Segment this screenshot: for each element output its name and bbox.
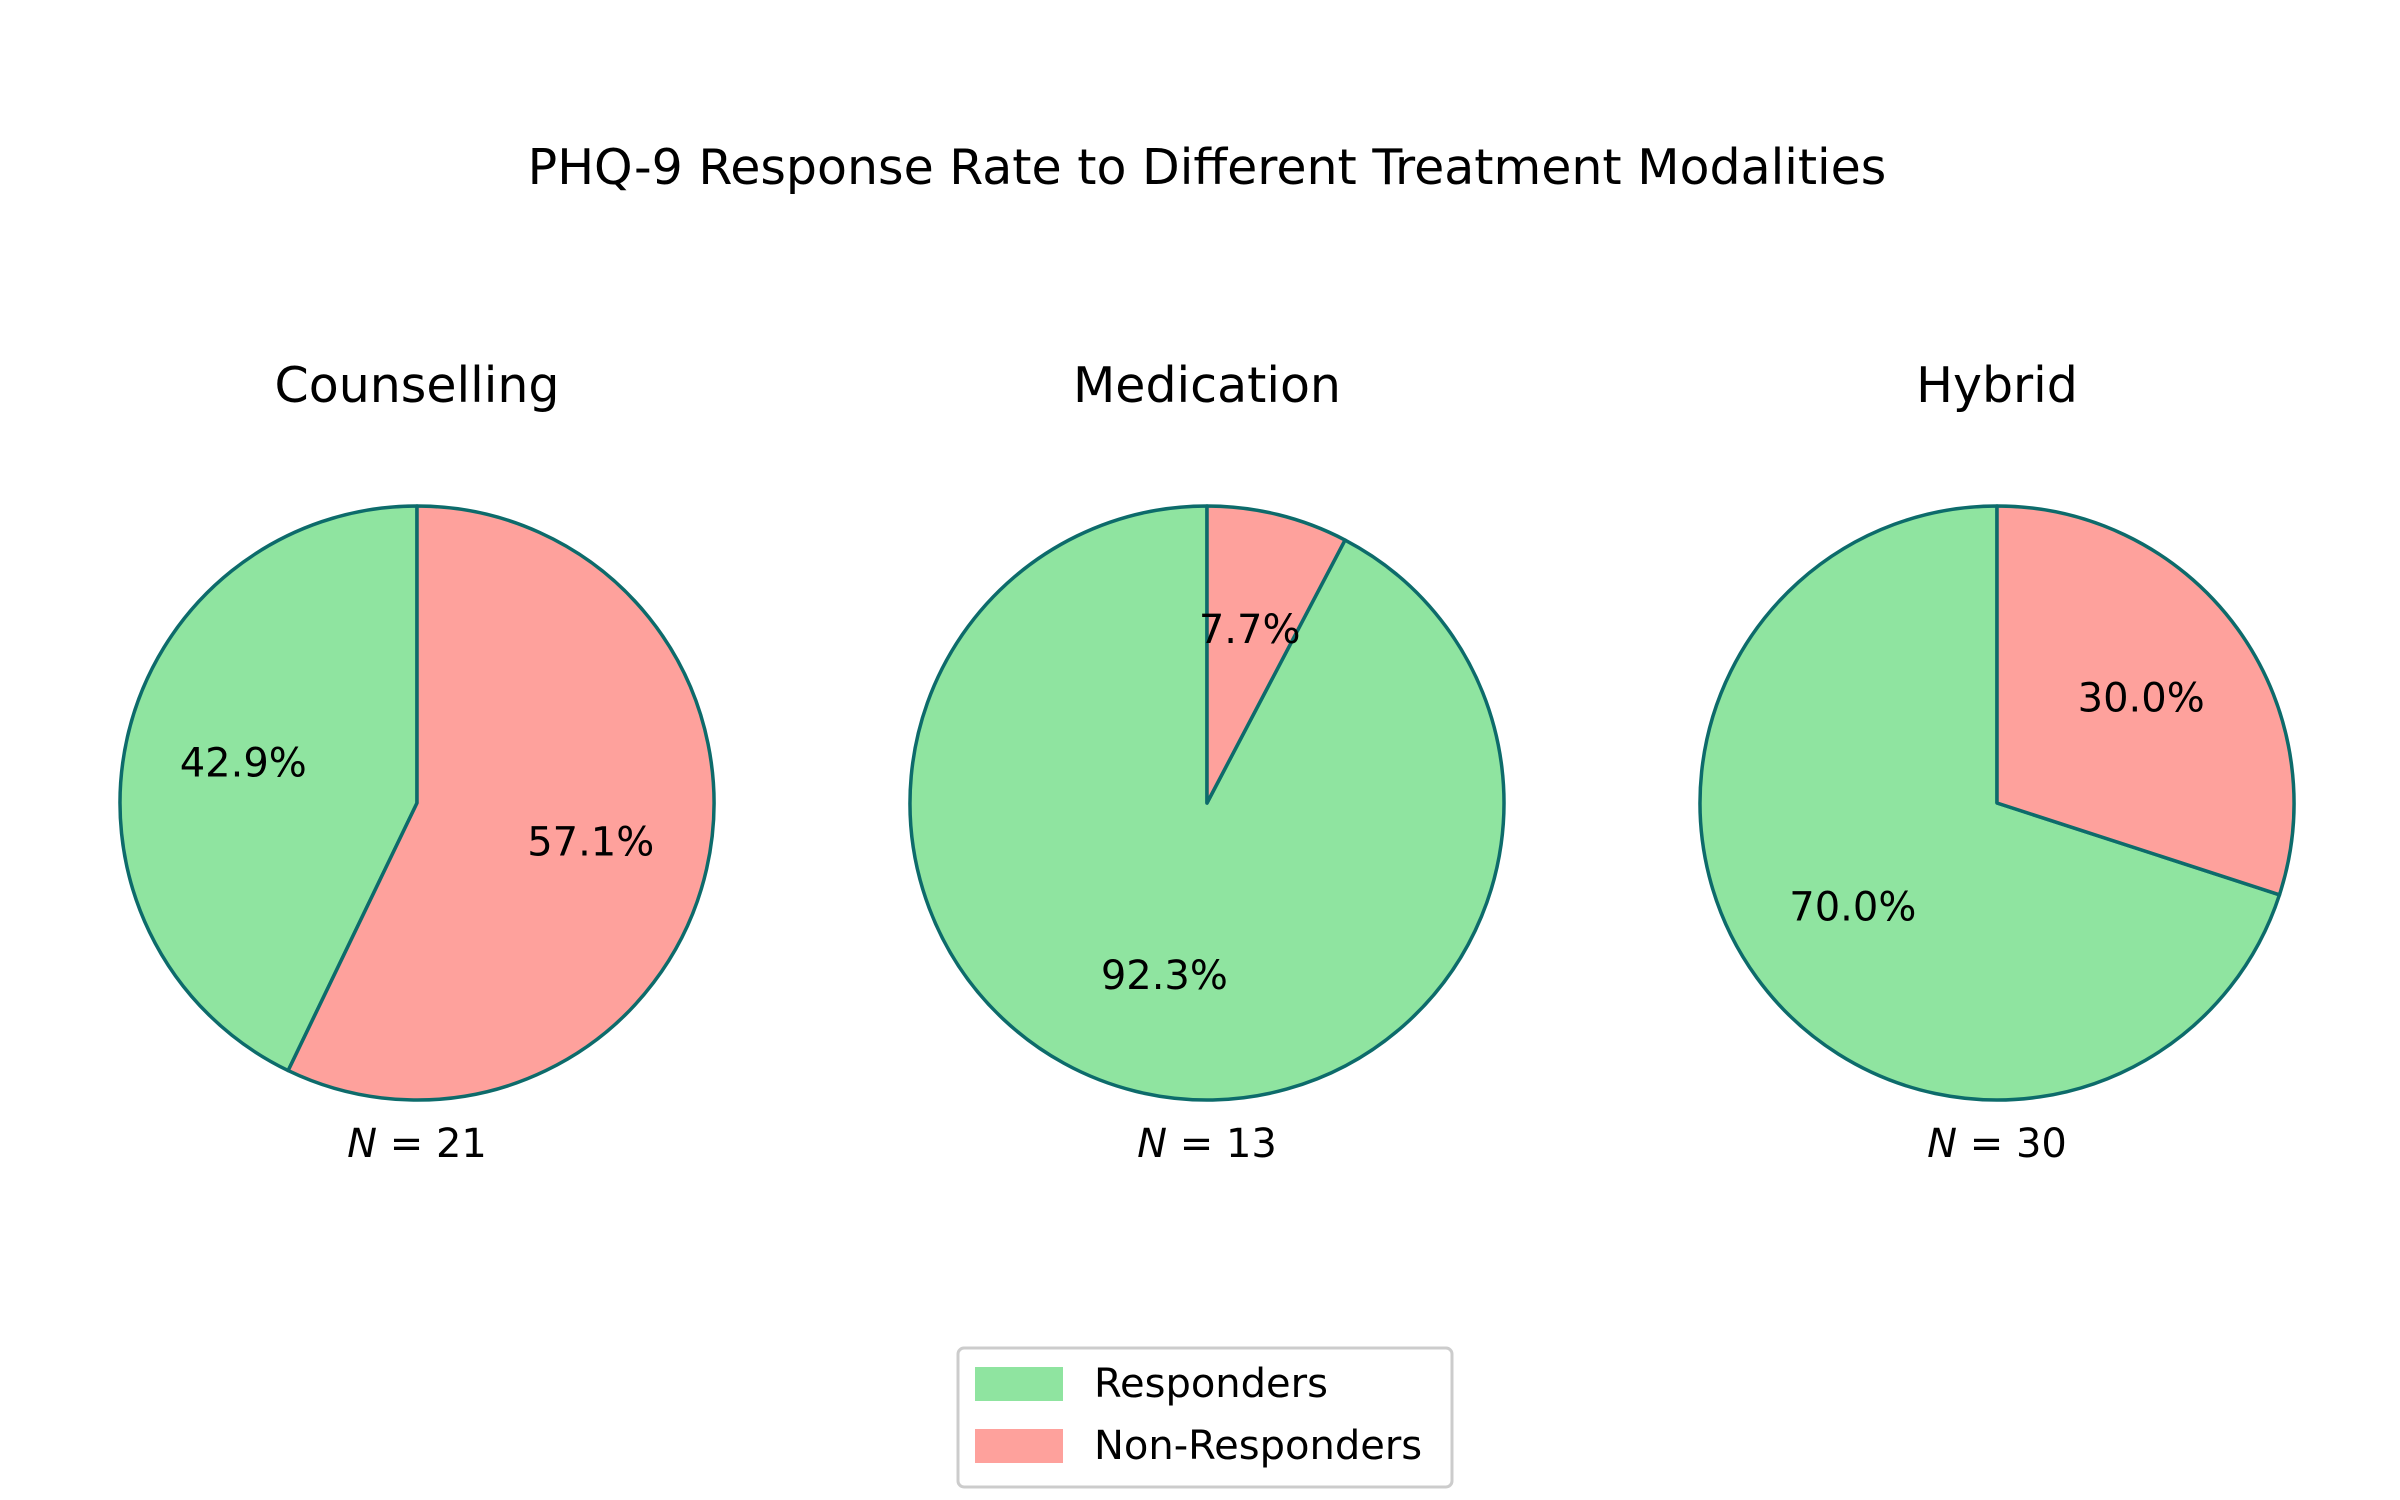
sample-size-symbol: N	[347, 1121, 377, 1167]
pie-title: Medication	[1073, 357, 1341, 414]
chart-title: PHQ-9 Response Rate to Different Treatme…	[528, 139, 1887, 196]
sample-size-equals: =	[377, 1121, 436, 1167]
sample-size-value: 13	[1226, 1121, 1277, 1167]
sample-size-label: N = 13	[1137, 1121, 1277, 1167]
pie-slice-non-responders	[1995, 504, 2296, 897]
sample-size-label: N = 21	[347, 1121, 487, 1167]
pie-medication: Medication 92.3% 7.7% N = 13	[908, 357, 1506, 1167]
legend-frame	[956, 1346, 1454, 1489]
pie-title: Counselling	[275, 357, 560, 414]
pie-percent-label: 70.0%	[1789, 885, 1916, 931]
legend-swatch	[975, 1429, 1063, 1463]
pie-percent-label: 42.9%	[180, 740, 307, 786]
sample-size-symbol: N	[1137, 1121, 1167, 1167]
pie-percent-label: 30.0%	[2078, 675, 2205, 721]
legend: Responders Non-Responders	[956, 1346, 1454, 1489]
pie-slice-non-responders	[286, 504, 716, 1102]
pie-percent-label: 57.1%	[527, 820, 654, 866]
sample-size-symbol: N	[1927, 1121, 1957, 1167]
pie-counselling: Counselling 42.9% 57.1% N = 21	[118, 357, 716, 1167]
pie-hybrid: Hybrid 70.0% 30.0% N = 30	[1698, 357, 2296, 1167]
sample-size-equals: =	[1957, 1121, 2016, 1167]
sample-size-value: 21	[436, 1121, 487, 1167]
pie-slice-responders	[1698, 504, 2282, 1102]
legend-label: Non-Responders	[1094, 1423, 1422, 1469]
pie-slice-non-responders	[1205, 504, 1347, 805]
sample-size-label: N = 30	[1927, 1121, 2067, 1167]
pies-group: Counselling 42.9% 57.1% N = 21 Medication 92.…	[118, 357, 2296, 1167]
legend-swatch	[975, 1367, 1063, 1401]
sample-size-value: 30	[2016, 1121, 2067, 1167]
pie-percent-label: 7.7%	[1199, 607, 1301, 653]
pie-slice-responders	[118, 504, 419, 1073]
pie-percent-label: 92.3%	[1101, 953, 1228, 999]
pie-title: Hybrid	[1916, 357, 2078, 414]
sample-size-equals: =	[1167, 1121, 1226, 1167]
legend-label: Responders	[1094, 1361, 1328, 1407]
